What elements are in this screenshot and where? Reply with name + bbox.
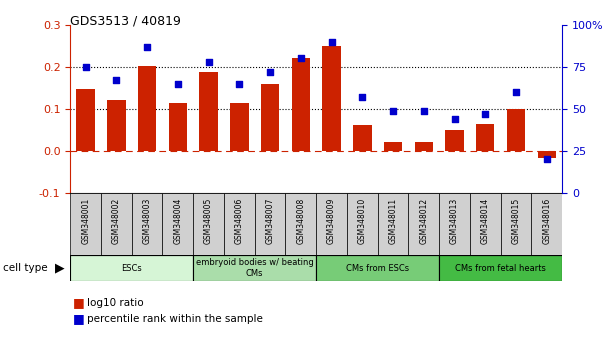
Text: GSM348010: GSM348010 [358,198,367,244]
Bar [255,193,285,255]
Text: CMs from fetal hearts: CMs from fetal hearts [455,264,546,273]
Bar [532,193,562,255]
Point [419,108,429,113]
Bar [408,193,439,255]
Bar [169,103,187,151]
Text: GSM348012: GSM348012 [419,198,428,244]
Bar [291,58,310,151]
Bar [470,193,500,255]
Text: GSM348005: GSM348005 [204,198,213,244]
Text: GSM348011: GSM348011 [389,198,398,244]
Bar [224,193,255,255]
Bar [439,193,470,255]
Text: CMs from ESCs: CMs from ESCs [346,264,409,273]
Bar [132,193,163,255]
Text: ■: ■ [73,296,85,309]
Text: GSM348001: GSM348001 [81,198,90,244]
Bar [138,65,156,151]
Bar [323,46,341,151]
Bar [261,84,279,151]
Bar [445,130,464,151]
Point [203,59,213,65]
Bar [285,193,316,255]
Bar [193,255,316,281]
Text: GSM348003: GSM348003 [142,198,152,244]
Point [265,69,275,75]
Text: GSM348007: GSM348007 [266,198,274,244]
Text: GSM348015: GSM348015 [511,198,521,244]
Text: cell type: cell type [3,263,48,273]
Point [111,78,121,83]
Bar [76,89,95,151]
Text: ■: ■ [73,312,85,325]
Bar [70,255,193,281]
Text: GSM348013: GSM348013 [450,198,459,244]
Point [142,44,152,50]
Bar [163,193,193,255]
Text: GSM348009: GSM348009 [327,198,336,244]
Point [235,81,244,86]
Point [357,94,367,100]
Point [173,81,183,86]
Text: GSM348014: GSM348014 [481,198,490,244]
Text: GSM348016: GSM348016 [542,198,551,244]
Point [450,116,459,122]
Point [327,39,337,45]
Point [81,64,90,70]
Bar [316,193,347,255]
Bar [353,125,371,151]
Bar [500,193,532,255]
Bar [230,103,249,151]
Point [296,56,306,61]
Bar [476,124,494,151]
Text: log10 ratio: log10 ratio [87,298,144,308]
Bar [384,142,402,151]
Bar [439,255,562,281]
Point [480,111,490,117]
Bar [101,193,132,255]
Bar [538,151,556,159]
Text: percentile rank within the sample: percentile rank within the sample [87,314,263,324]
Point [542,156,552,162]
Bar [193,193,224,255]
Text: GDS3513 / 40819: GDS3513 / 40819 [70,14,181,27]
Bar [199,72,218,151]
Bar [316,255,439,281]
Text: GSM348006: GSM348006 [235,198,244,244]
Bar [507,109,525,151]
Text: ESCs: ESCs [122,264,142,273]
Text: GSM348002: GSM348002 [112,198,121,244]
Bar [378,193,408,255]
Text: GSM348004: GSM348004 [174,198,182,244]
Point [511,89,521,95]
Bar [107,99,126,151]
Text: embryoid bodies w/ beating
CMs: embryoid bodies w/ beating CMs [196,258,313,278]
Point [388,108,398,113]
Bar [70,193,101,255]
Text: ▶: ▶ [55,262,65,275]
Text: GSM348008: GSM348008 [296,198,306,244]
Bar [347,193,378,255]
Bar [414,142,433,151]
